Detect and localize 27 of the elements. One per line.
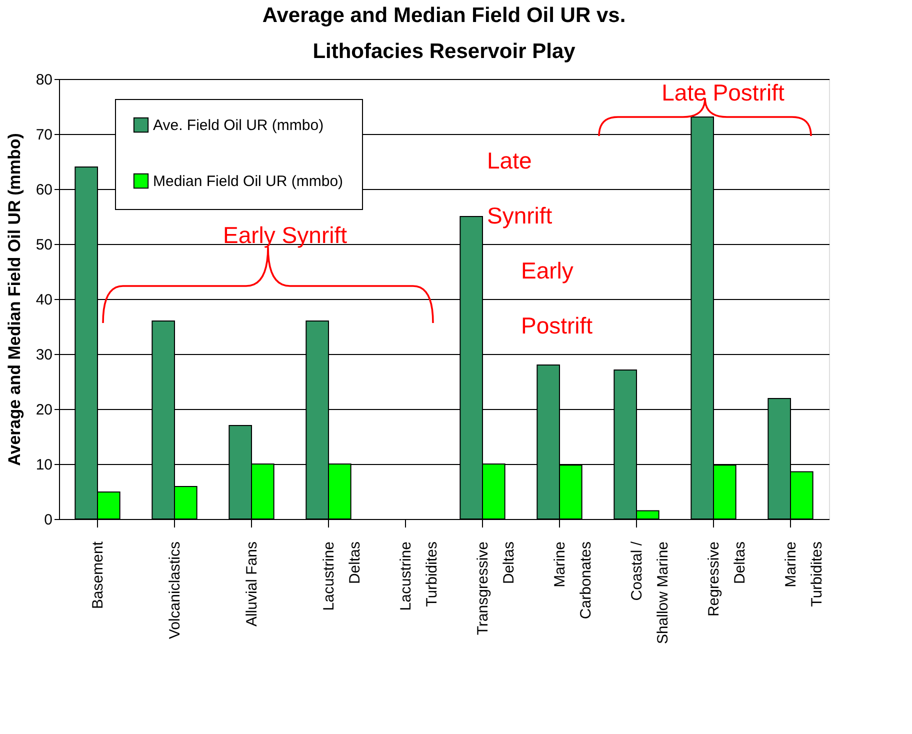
x-tick-label: Lacustrine Deltas — [320, 542, 364, 611]
y-tick-label: 60 — [36, 182, 52, 198]
x-tick-label: Alluvial Fans — [244, 542, 260, 627]
y-tick-label: 0 — [44, 512, 52, 528]
chart-title: Average and Median Field Oil UR vs. Lithofacies Reservoir Play — [262, 4, 626, 63]
annotation: Late Postrift — [662, 79, 785, 106]
x-tick-label: Regressive Deltas — [706, 542, 748, 617]
x-tick-label: Marine Turbidites — [782, 542, 826, 607]
y-tick-label: 20 — [36, 402, 52, 418]
x-tick-label: Transgressive Deltas — [474, 542, 518, 636]
text: Late Synrift — [487, 148, 552, 228]
legend-label: Median Field Oil UR (mmbo) — [153, 173, 344, 190]
y-tick-label: 10 — [36, 456, 52, 474]
annotation: Early Synrift — [223, 222, 348, 248]
y-tick-label: 80 — [36, 72, 52, 88]
y-axis-title: Average and Median Field Oil UR (mmbo) — [4, 133, 24, 466]
y-tick-label: 30 — [36, 346, 52, 364]
x-tick-label: Basement — [90, 540, 106, 610]
x-tick-label: Marine Carbonates — [552, 542, 594, 620]
y-tick-label: 50 — [36, 236, 52, 254]
x-tick-label: Lacustrine Turbidites — [398, 542, 440, 611]
x-tick-label: Volcaniclastics — [166, 542, 184, 640]
text: Early Postrift — [521, 258, 593, 338]
y-tick-label: 70 — [36, 126, 52, 144]
y-tick-label: 40 — [36, 292, 52, 308]
legend-label: Ave. Field Oil UR (mmbo) — [153, 117, 324, 134]
x-tick-label: Coastal / Shallow Marine — [628, 540, 672, 644]
